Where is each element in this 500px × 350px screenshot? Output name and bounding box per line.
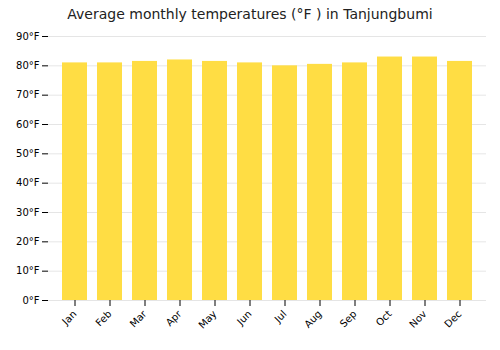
svg-text:Dec: Dec bbox=[442, 308, 463, 329]
svg-text:Feb: Feb bbox=[93, 308, 113, 328]
svg-text:Jun: Jun bbox=[234, 308, 254, 328]
svg-text:Aug: Aug bbox=[302, 308, 324, 330]
svg-text:30°F: 30°F bbox=[16, 207, 40, 218]
svg-text:Oct: Oct bbox=[374, 308, 394, 328]
svg-text:50°F: 50°F bbox=[16, 148, 40, 159]
svg-text:90°F: 90°F bbox=[16, 31, 40, 42]
svg-text:Apr: Apr bbox=[164, 308, 185, 329]
svg-text:70°F: 70°F bbox=[16, 89, 40, 100]
svg-text:60°F: 60°F bbox=[16, 119, 40, 130]
html-text:Average monthly temperatures (: Average monthly temperatures (°F ) in Ta… bbox=[67, 6, 433, 22]
svg-text:Mar: Mar bbox=[128, 308, 150, 330]
svg-text:0°F: 0°F bbox=[22, 295, 39, 306]
svg-text:40°F: 40°F bbox=[16, 177, 40, 188]
svg-text:20°F: 20°F bbox=[16, 236, 40, 247]
svg-text:Nov: Nov bbox=[407, 308, 429, 330]
svg-text:May: May bbox=[196, 308, 218, 330]
svg-text:Sep: Sep bbox=[338, 308, 359, 329]
svg-text:80°F: 80°F bbox=[16, 60, 40, 71]
svg-text:Jul: Jul bbox=[272, 308, 289, 325]
svg-text:10°F: 10°F bbox=[16, 265, 40, 276]
svg-text:Jan: Jan bbox=[59, 308, 78, 327]
